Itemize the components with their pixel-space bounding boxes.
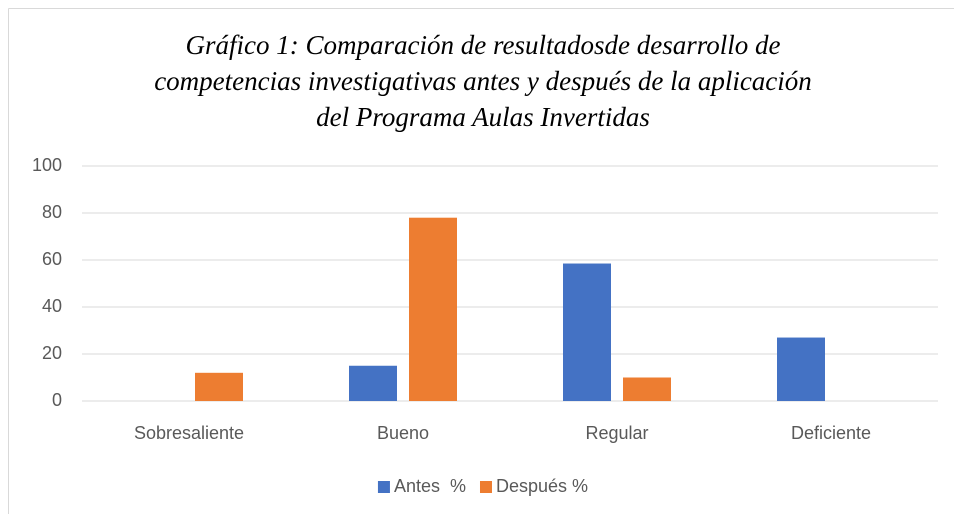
- chart-title: del Programa Aulas Invertidas: [316, 102, 650, 132]
- y-tick-label: 20: [42, 343, 62, 363]
- bar: [195, 372, 243, 401]
- bar: [623, 377, 671, 401]
- chart-title: competencias investigativas antes y desp…: [154, 66, 812, 96]
- bar: [349, 365, 397, 401]
- legend-swatch: [377, 481, 390, 493]
- bar: [777, 337, 825, 401]
- x-tick-label: Regular: [585, 423, 648, 443]
- x-tick-label: Deficiente: [791, 423, 871, 443]
- y-tick-label: 0: [52, 390, 62, 410]
- legend-swatch: [479, 481, 492, 493]
- chart-title: Gráfico 1: Comparación de resultadosde d…: [186, 30, 781, 60]
- x-tick-label: Bueno: [377, 423, 429, 443]
- legend-label: Después %: [496, 476, 588, 496]
- y-tick-label: 100: [32, 155, 62, 175]
- y-tick-label: 60: [42, 249, 62, 269]
- x-tick-label: Sobresaliente: [134, 423, 244, 443]
- y-tick-label: 40: [42, 296, 62, 316]
- bar: [409, 217, 457, 401]
- legend-label: Antes %: [394, 476, 466, 496]
- y-tick-label: 80: [42, 202, 62, 222]
- bar: [563, 263, 611, 401]
